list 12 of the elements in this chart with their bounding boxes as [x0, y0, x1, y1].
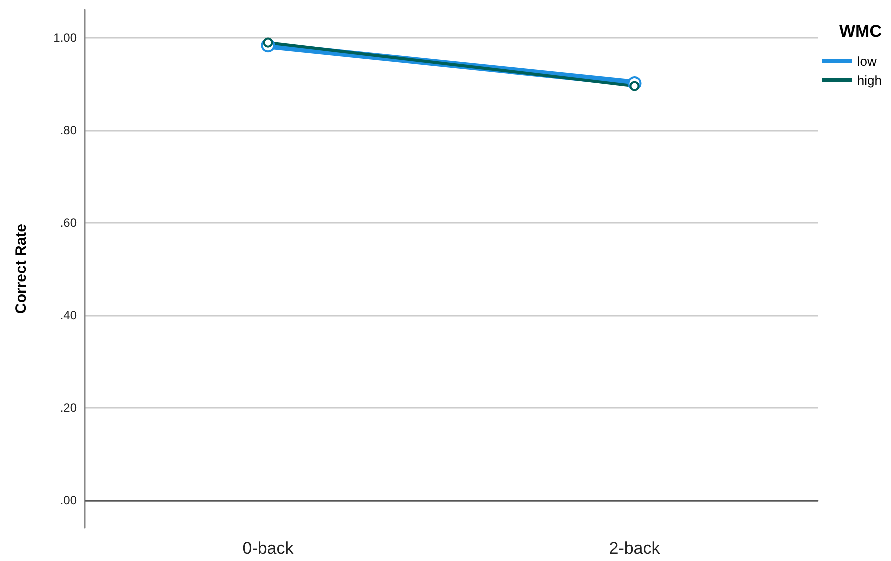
- y-tick-label: .20: [60, 400, 78, 415]
- y-tick-label: .00: [60, 493, 78, 508]
- y-tick-label: .80: [60, 123, 78, 138]
- legend-title: WMC: [840, 22, 882, 41]
- legend-label: low: [857, 54, 878, 69]
- y-tick-label: .40: [60, 308, 78, 322]
- legend-label: high: [857, 73, 882, 88]
- y-axis-title: Correct Rate: [13, 224, 30, 314]
- x-tick-label: 2-back: [609, 539, 661, 558]
- y-tick-label: 1.00: [54, 30, 78, 45]
- x-tick-label: 0-back: [242, 539, 294, 558]
- y-tick-label: .60: [60, 216, 78, 230]
